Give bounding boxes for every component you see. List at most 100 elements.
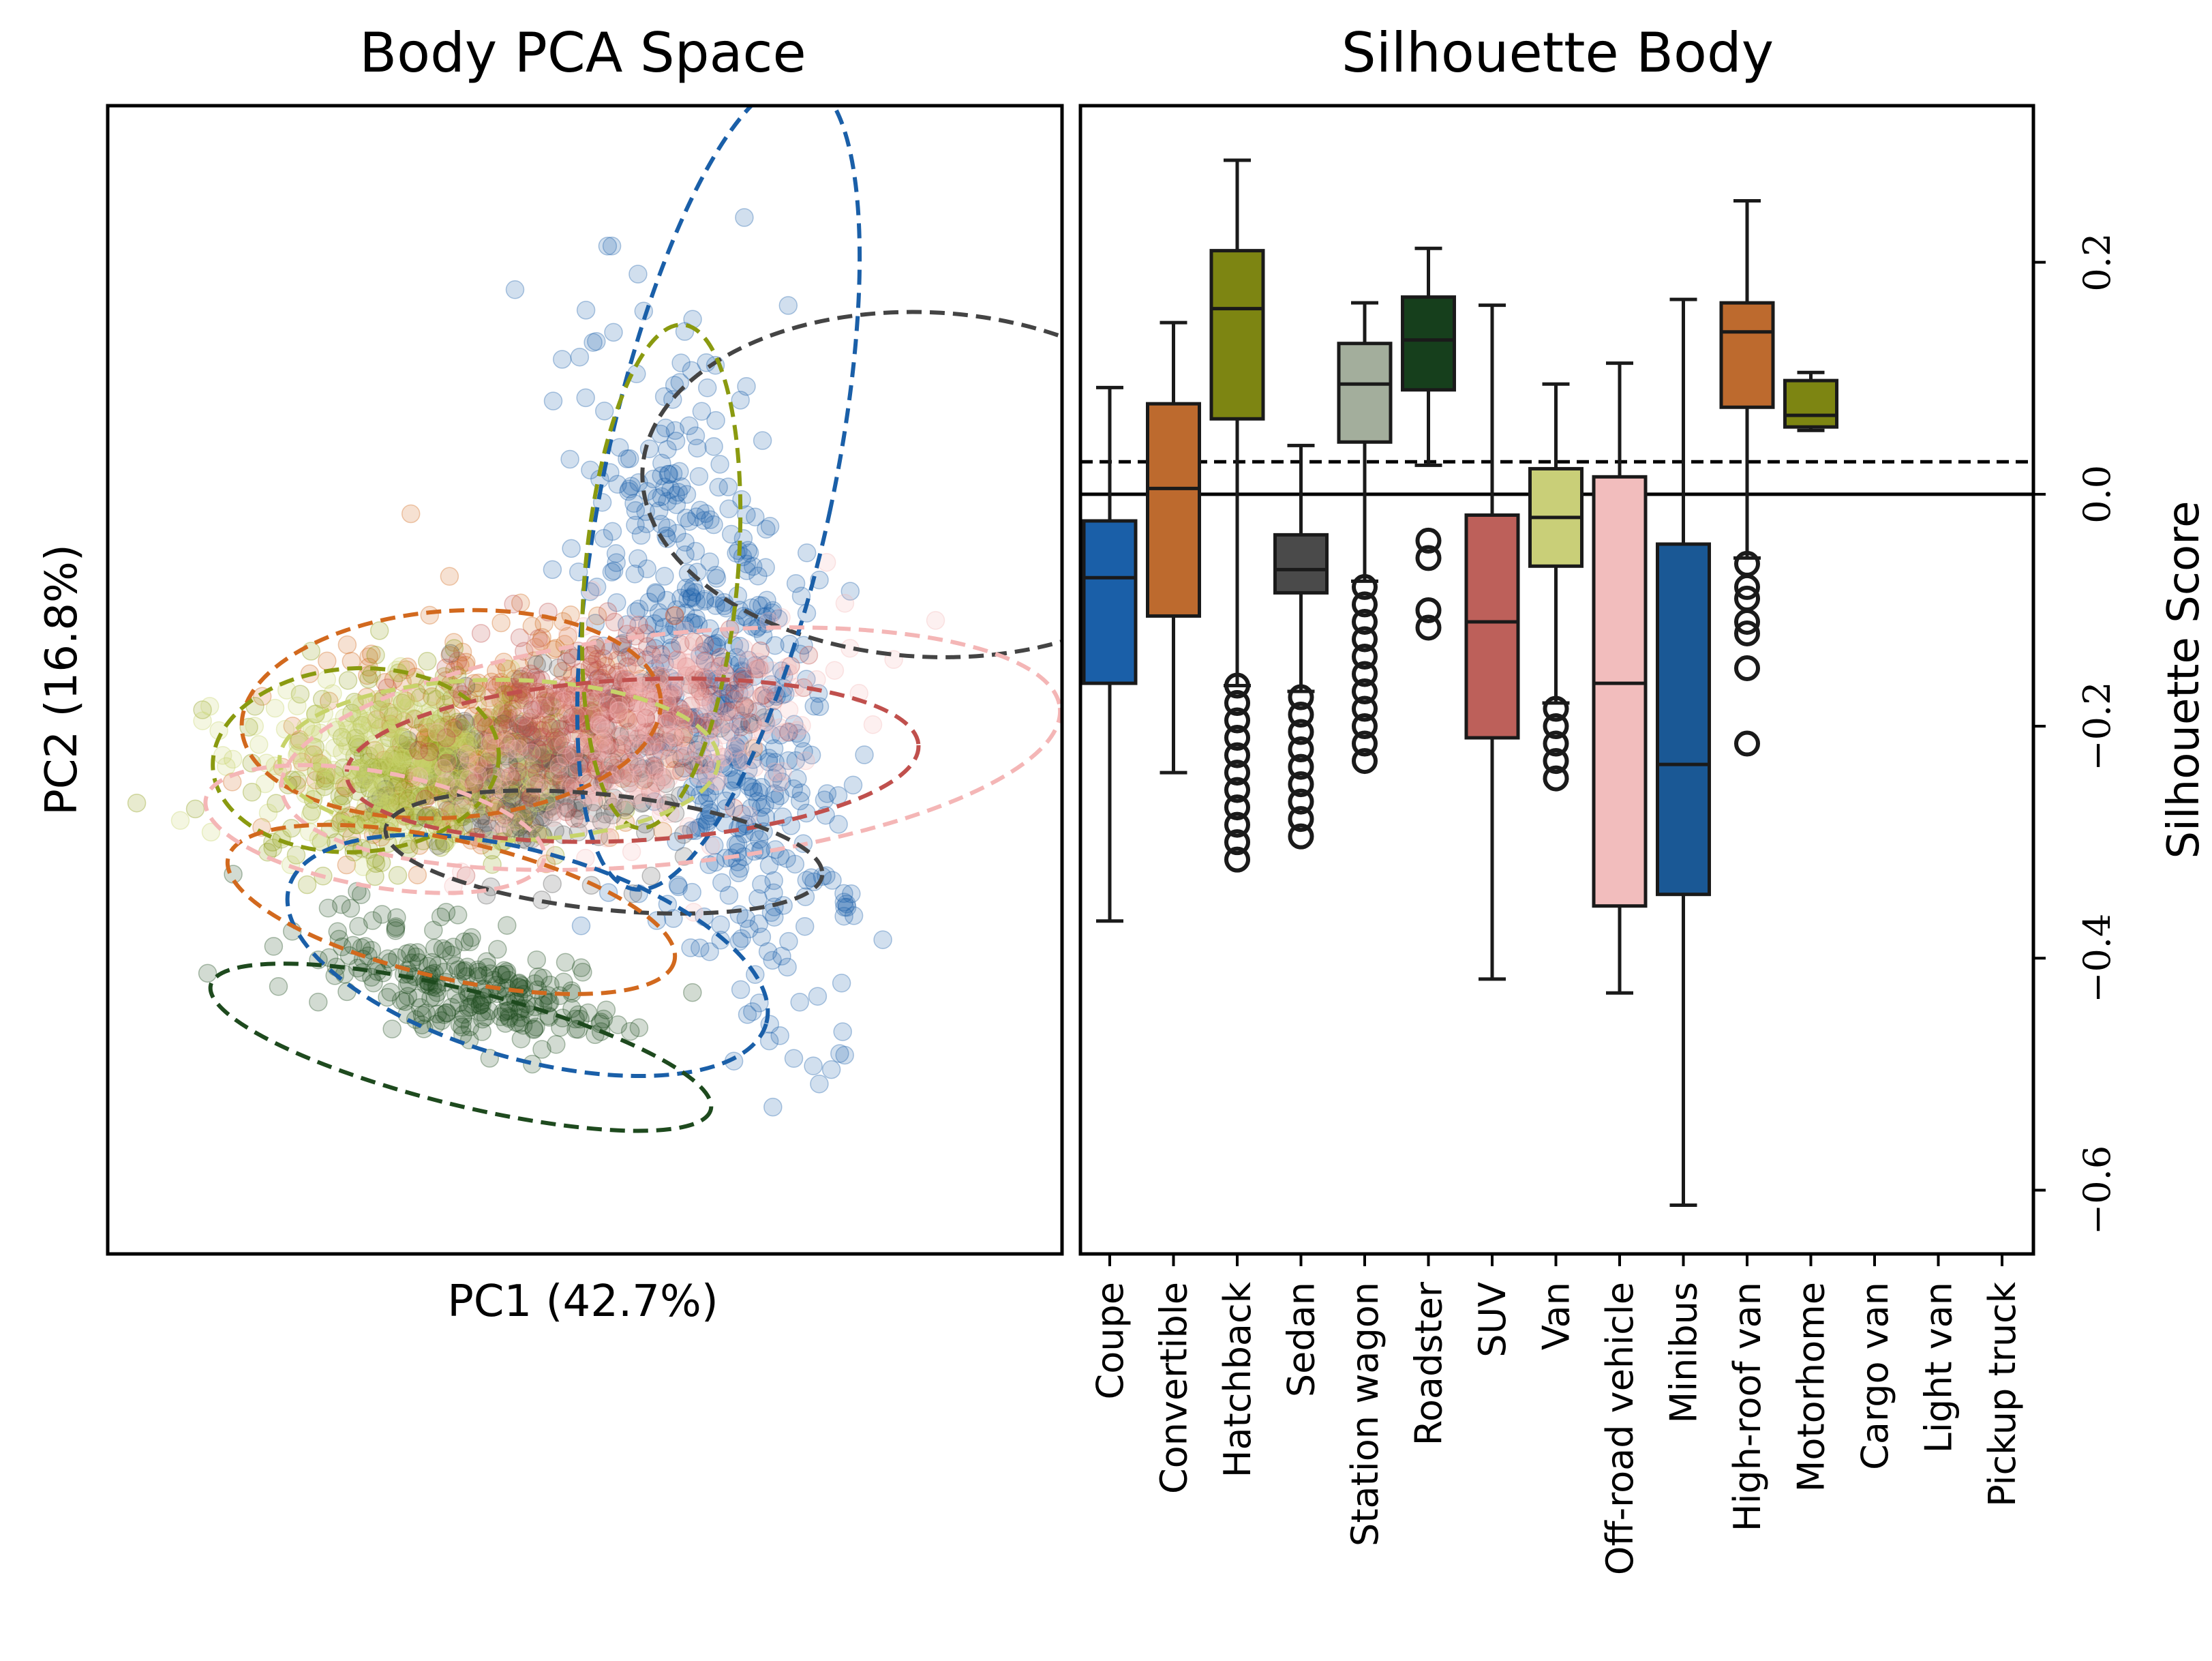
box-iqr [1719,301,1775,409]
pca-point-off-road-vehicle [787,721,807,740]
x-tick-label: High-roof van [1726,1282,1769,1531]
pca-point-coupe [617,615,637,634]
pca-point-roadster [573,963,592,982]
silhouette-x-ticks: Coupe Convertible Hatchback Sedan Station wa… [1089,1254,2024,1575]
pca-point-coupe [505,280,525,299]
pca-point-convertible [522,708,541,728]
pca-point-coupe [855,745,874,764]
pca-point-coupe [655,654,674,674]
x-tick-label: Pickup truck [1981,1281,2024,1507]
pca-point-off-road-vehicle [779,700,799,719]
pca-point-coupe [701,510,720,529]
x-tick-label: Off-road vehicle [1599,1282,1641,1575]
pca-point-convertible [506,727,525,747]
pca-point-coupe [633,759,653,778]
pca-point-coupe [784,1049,804,1068]
pca-point-coupe [676,533,695,552]
pca-point-off-road-vehicle [480,749,500,768]
pca-point-coupe [763,768,783,788]
pca-point-convertible [453,642,472,662]
pca-point-coupe [707,633,726,653]
pca-point-convertible [420,735,439,754]
pca-point-convertible [665,605,684,625]
pca-point-convertible [533,721,553,740]
pca-point-coupe [757,520,776,539]
pca-point-off-road-vehicle [863,715,883,734]
pca-point-convertible [550,754,569,773]
pca-point-coupe [759,749,778,768]
pca-point-station-wagon [213,746,232,765]
silhouette-y-ticks: 0.2 0.0 −0.2 −0.4 −0.6 [2033,233,2119,1235]
pca-point-coupe [620,479,639,498]
pca-point-coupe [645,614,664,633]
box-minibus [1656,297,1711,1208]
pca-point-station-wagon [200,697,219,716]
pca-point-coupe [629,599,649,618]
pca-point-hatchback [315,777,334,796]
pca-point-coupe [697,378,717,398]
pca-point-convertible [422,687,442,706]
pca-point-coupe [817,784,837,803]
pca-point-coupe [682,613,701,632]
pca-point-convertible [588,606,607,625]
pca-point-coupe [743,556,763,576]
pca-point-roadster [264,937,284,956]
pca-point-convertible [306,770,325,790]
pca-point-hatchback [373,773,393,792]
pca-point-hatchback [457,724,476,744]
pca-point-convertible [527,714,547,733]
pca-point-coupe [843,775,863,795]
pca-point-coupe [795,916,815,936]
pca-point-coupe [786,573,806,593]
box-van [1528,382,1584,792]
pca-point-hatchback [242,783,262,802]
pca-point-convertible [536,687,556,707]
pca-point-coupe [756,807,775,827]
pca-point-convertible [596,657,616,676]
pca-point-coupe [599,689,618,708]
pca-point-convertible [337,855,357,875]
pca-point-coupe [804,1056,823,1075]
pca-point-station-wagon [245,717,264,736]
pca-point-convertible [304,745,323,764]
pca-point-sedan [543,874,562,893]
pca-point-coupe [787,723,806,743]
pca-point-hatchback [499,704,518,723]
pca-point-coupe [791,783,811,803]
pca-point-coupe [735,208,754,227]
pca-point-hatchback [393,728,413,747]
pca-point-convertible [548,691,567,710]
pca-point-hatchback [433,747,452,767]
pca-point-station-wagon [249,735,269,754]
pca-point-coupe [730,858,750,878]
pca-point-coupe [719,886,739,905]
pca-point-convertible [440,739,460,758]
pca-point-hatchback [397,736,417,755]
pca-point-coupe [704,515,723,535]
pca-point-convertible [497,659,517,678]
pca-point-coupe [772,946,791,966]
pca-point-coupe [794,742,813,761]
pca-point-coupe [696,809,715,829]
pca-point-convertible [361,644,381,663]
pca-point-coupe [785,854,805,874]
pca-point-convertible [440,646,459,665]
pca-point-coupe [724,744,743,763]
pca-point-coupe [631,526,651,545]
pca-point-coupe [727,751,746,770]
pca-point-convertible [451,656,470,675]
pca-point-convertible [337,635,357,655]
pca-point-convertible [457,733,476,753]
pca-point-convertible [553,661,573,681]
pca-point-convertible [358,665,377,685]
pca-point-coupe [833,1022,852,1041]
pca-point-coupe [692,402,712,421]
pca-point-roadster [269,977,288,996]
pca-point-hatchback [402,738,422,758]
pca-point-sedan [532,891,551,910]
pca-point-off-road-vehicle [609,696,628,716]
pca-point-coupe [726,700,746,719]
pca-point-hatchback [366,646,385,665]
pca-point-convertible [365,740,384,760]
pca-point-coupe [753,431,772,450]
